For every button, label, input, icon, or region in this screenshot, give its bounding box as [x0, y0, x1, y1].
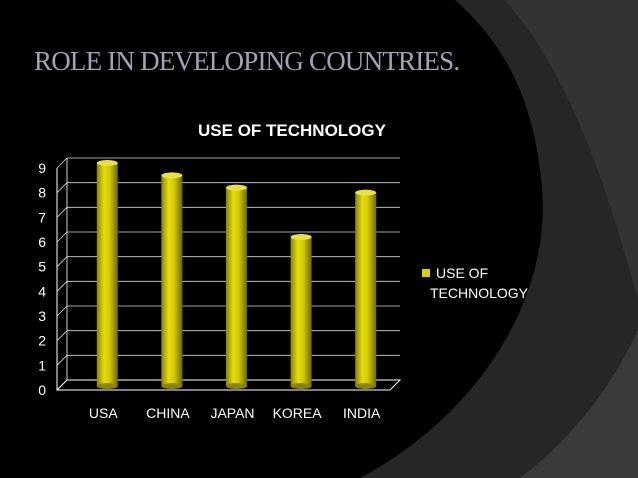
bar: [161, 172, 183, 389]
legend: USE OF TECHNOLOGY: [422, 265, 529, 301]
legend-label-line-1: USE OF: [436, 265, 488, 281]
legend-swatch: [422, 269, 430, 277]
x-tick-label: CHINA: [146, 405, 190, 421]
bar-top: [161, 172, 183, 179]
bar-base: [290, 383, 312, 389]
gridline-side: [56, 231, 68, 243]
bar-top: [355, 189, 377, 196]
bar-body: [226, 187, 247, 386]
y-tick-label: 8: [38, 185, 46, 201]
y-tick-label: 5: [38, 259, 46, 275]
bar: [96, 160, 118, 389]
x-tick-label: INDIA: [343, 405, 381, 421]
bar-top: [96, 160, 118, 166]
gridline-side: [56, 330, 68, 341]
bar-top: [226, 184, 247, 191]
gridline-side: [56, 305, 68, 317]
bar: [355, 189, 377, 389]
bar-body: [290, 237, 312, 386]
bar-body: [355, 192, 377, 386]
x-tick-label: KOREA: [273, 405, 323, 421]
chart-title: USE OF TECHNOLOGY: [198, 121, 387, 140]
chart-floor: [55, 379, 402, 391]
x-tick-label: JAPAN: [210, 405, 254, 421]
bar: [290, 234, 312, 389]
gridline-side: [56, 157, 68, 169]
y-tick-label: 6: [38, 234, 46, 250]
bar-body: [161, 175, 183, 386]
bar-base: [96, 383, 118, 389]
bar-base: [226, 383, 247, 389]
bar-body: [96, 163, 118, 386]
y-tick-label: 7: [38, 209, 46, 225]
bar: [226, 184, 247, 389]
y-tick-label: 3: [38, 308, 46, 324]
slide-title: ROLE IN DEVELOPING COUNTRIES.: [34, 46, 460, 76]
gridline-side: [56, 256, 68, 267]
y-tick-label: 1: [38, 357, 46, 373]
gridline-side: [56, 182, 68, 193]
gridline-side: [56, 281, 68, 292]
background-swoosh: [360, 0, 638, 478]
background-swoosh-bottom: [520, 330, 638, 478]
y-tick-label: 9: [38, 160, 46, 176]
legend-label-line-2: TECHNOLOGY: [430, 285, 529, 301]
bar-top: [290, 234, 312, 240]
bar-base: [161, 383, 183, 389]
y-tick-label: 0: [38, 382, 46, 398]
background-swoosh-inner: [505, 0, 638, 300]
bar-base: [355, 383, 377, 389]
gridline-side: [56, 355, 68, 366]
gridline-side: [56, 207, 68, 218]
x-tick-label: USA: [89, 405, 118, 421]
y-tick-label: 4: [38, 283, 46, 299]
y-tick-label: 2: [38, 333, 46, 349]
